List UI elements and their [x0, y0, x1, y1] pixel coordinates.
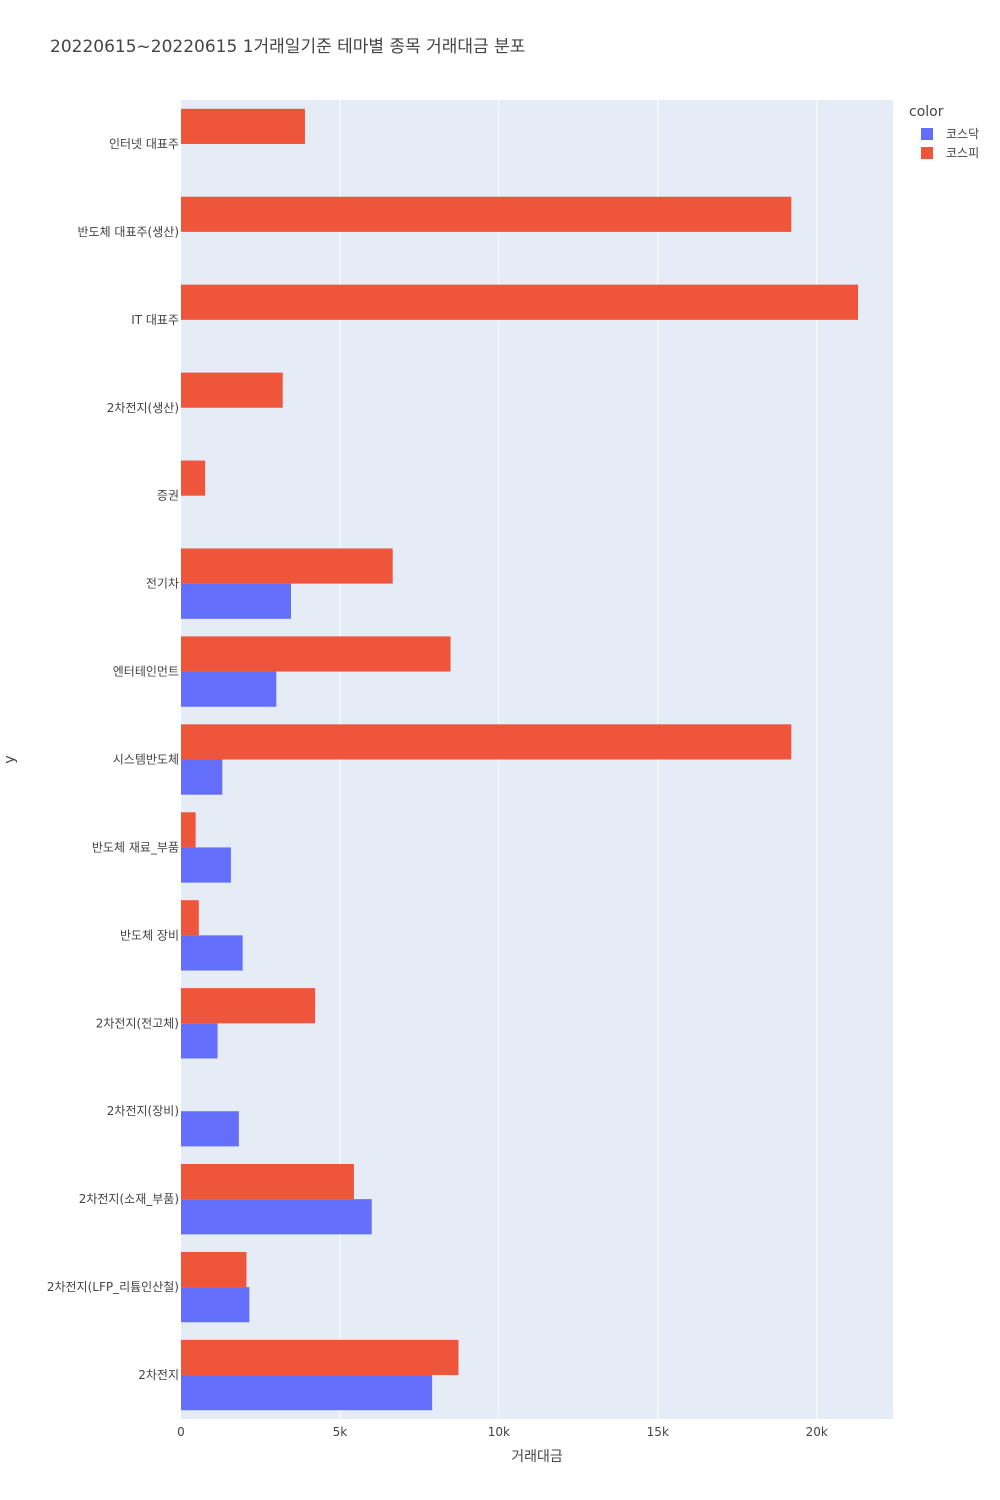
bar-kosdaq-3 [181, 1111, 239, 1147]
bar-kospi-10 [181, 460, 206, 496]
bar-kosdaq-9 [181, 583, 291, 619]
legend-swatch-kospi [921, 146, 933, 159]
bar-kosdaq-7 [181, 759, 223, 795]
legend-item-kosdaq[interactable]: 코스닥 [909, 124, 997, 143]
y-tick-label-4: 2차전지(전고체) [96, 1016, 179, 1030]
bar-kospi-8 [181, 636, 451, 672]
y-tick-label-5: 반도체 장비 [120, 928, 179, 942]
y-tick-label-9: 전기차 [146, 577, 179, 591]
y-tick-label-3: 2차전지(장비) [107, 1104, 179, 1118]
bar-kosdaq-0 [181, 1375, 433, 1411]
x-axis-label: 거래대금 [511, 1449, 563, 1465]
bar-kospi-0 [181, 1339, 459, 1376]
bar-kosdaq-2 [181, 1199, 372, 1235]
x-tick-label-4: 20k [806, 1425, 828, 1439]
bar-kospi-9 [181, 548, 393, 584]
bar-kospi-13 [181, 196, 792, 232]
x-tick-label-3: 15k [647, 1425, 669, 1439]
bar-kosdaq-4 [181, 1023, 218, 1059]
bar-kospi-14 [181, 108, 305, 144]
y-tick-label-12: IT 대표주 [131, 313, 179, 327]
bar-kospi-1 [181, 1251, 247, 1288]
y-tick-label-13: 반도체 대표주(생산) [78, 225, 180, 239]
bar-kosdaq-1 [181, 1287, 250, 1323]
y-tick-label-2: 2차전지(소재_부품) [79, 1192, 179, 1206]
bar-kosdaq-8 [181, 671, 277, 707]
legend-swatch-kosdaq [921, 127, 933, 140]
x-tick-label-0: 0 [177, 1425, 185, 1439]
y-axis-label: y [2, 755, 18, 763]
x-tick-label-2: 10k [488, 1425, 510, 1439]
y-tick-label-1: 2차전지(LFP_리튬인산철) [47, 1280, 179, 1294]
bar-kospi-7 [181, 724, 792, 760]
bar-kospi-2 [181, 1163, 354, 1200]
bar-kosdaq-5 [181, 935, 243, 971]
bar-kospi-11 [181, 372, 283, 408]
y-tick-label-6: 반도체 재료_부품 [92, 840, 179, 854]
y-tick-label-8: 엔터테인먼트 [113, 665, 179, 679]
bar-kosdaq-6 [181, 847, 231, 883]
legend-item-kospi[interactable]: 코스피 [909, 143, 997, 162]
legend-label-kosdaq: 코스닥 [946, 127, 980, 141]
y-tick-label-0: 2차전지 [138, 1368, 179, 1382]
bar-kospi-5 [181, 900, 199, 936]
y-tick-label-10: 증권 [157, 489, 179, 503]
bar-kospi-12 [181, 284, 859, 320]
bars-group [181, 108, 859, 1411]
x-tick-label-1: 5k [333, 1425, 348, 1439]
legend-title: color [909, 104, 944, 120]
chart-title: 20220615~20220615 1거래일기준 테마별 종목 거래대금 분포 [50, 37, 526, 57]
y-tick-label-11: 2차전지(생산) [107, 401, 179, 415]
bar-kospi-4 [181, 988, 316, 1024]
y-tick-label-14: 인터넷 대표주 [109, 137, 179, 151]
bar-kospi-6 [181, 812, 196, 848]
y-tick-label-7: 시스템반도체 [113, 753, 179, 767]
legend-label-kospi: 코스피 [946, 146, 980, 160]
legend: color 코스닥 코스피 [909, 104, 997, 162]
